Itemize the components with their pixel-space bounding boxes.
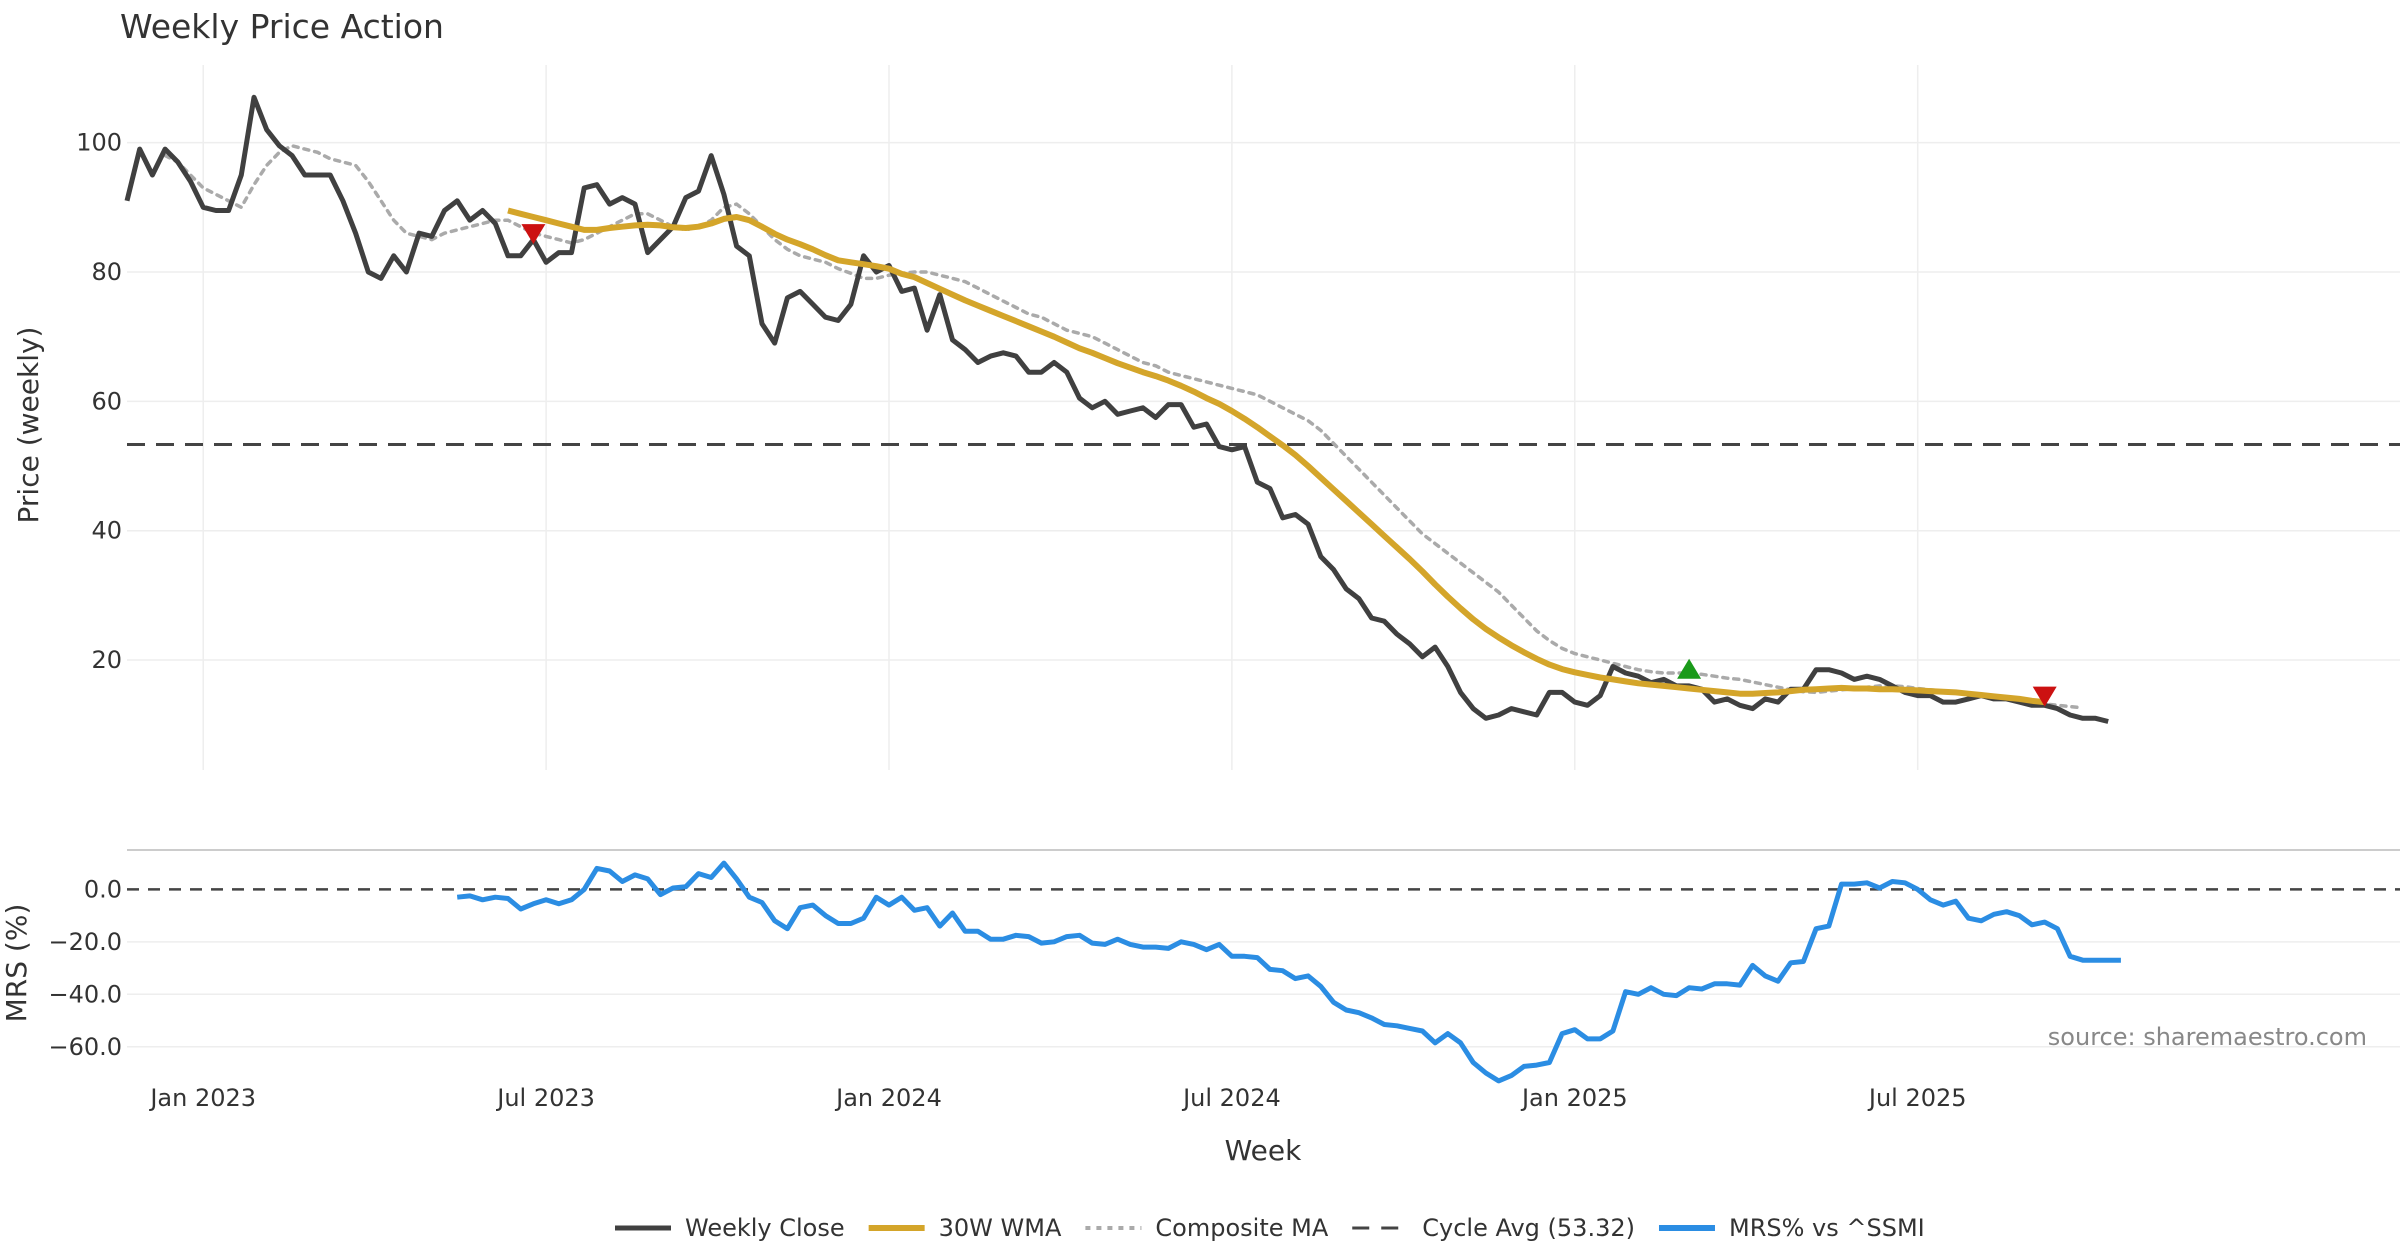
- price-panel: 20 40 60 80 100: [76, 65, 2400, 770]
- wma-30w-line: [507, 207, 2046, 706]
- legend-label-2: Composite MA: [1155, 1214, 1328, 1242]
- price-y-tick-0: 20: [91, 646, 122, 674]
- weekly-close-line: [124, 94, 2109, 724]
- source-credit: source: sharemaestro.com: [2048, 1023, 2367, 1051]
- sell-signal-marker-0: [521, 224, 546, 245]
- x-tick-4: Jan 2025: [1520, 1084, 1628, 1112]
- signal-markers: [521, 224, 2057, 707]
- legend-item-2: Composite MA: [1085, 1214, 1329, 1242]
- legend-item-3: Cycle Avg (53.32): [1352, 1214, 1635, 1242]
- mrs-y-tick-0: 0.0: [84, 875, 122, 903]
- price-y-axis-label: Price (weekly): [12, 327, 45, 524]
- mrs-y-tick-2: −40.0: [48, 980, 122, 1008]
- legend-label-4: MRS% vs ^SSMI: [1729, 1214, 1925, 1242]
- buy-signal-marker-1: [1677, 658, 1702, 679]
- legend-item-0: Weekly Close: [615, 1214, 845, 1242]
- legend: Weekly Close 30W WMA Composite MA Cycle Avg…: [615, 1214, 1925, 1242]
- price-y-ticks: 20 40 60 80 100: [76, 129, 122, 674]
- price-y-tick-3: 80: [91, 258, 122, 286]
- legend-item-4: MRS% vs ^SSMI: [1658, 1214, 1925, 1242]
- x-tick-5: Jul 2025: [1867, 1084, 1967, 1112]
- x-tick-0: Jan 2023: [148, 1084, 256, 1112]
- price-gridlines: [127, 65, 2400, 770]
- mrs-y-tick-1: −20.0: [48, 928, 122, 956]
- legend-label-3: Cycle Avg (53.32): [1422, 1214, 1635, 1242]
- mrs-y-tick-3: −60.0: [48, 1033, 122, 1061]
- mrs-y-ticks: 0.0 −20.0 −40.0 −60.0: [48, 875, 122, 1060]
- price-y-tick-2: 60: [91, 387, 122, 415]
- mrs-gridlines: [127, 941, 2400, 1048]
- legend-label-0: Weekly Close: [685, 1214, 845, 1242]
- x-tick-2: Jan 2024: [834, 1084, 942, 1112]
- mrs-line: [456, 860, 2121, 1084]
- x-axis-ticks: Jan 2023 Jul 2023 Jan 2024 Jul 2024 Jan 2025…: [148, 1084, 1966, 1112]
- price-y-tick-1: 40: [91, 517, 122, 545]
- x-axis-label: Week: [1225, 1134, 1302, 1167]
- chart-title: Weekly Price Action: [120, 7, 444, 46]
- x-tick-1: Jul 2023: [495, 1084, 595, 1112]
- mrs-y-axis-label: MRS (%): [0, 904, 33, 1023]
- legend-item-1: 30W WMA: [868, 1214, 1062, 1242]
- composite-ma-line: [163, 143, 2085, 710]
- mrs-panel: 0.0 −20.0 −40.0 −60.0: [48, 860, 2400, 1084]
- legend-label-1: 30W WMA: [939, 1214, 1062, 1242]
- price-y-tick-4: 100: [76, 129, 122, 157]
- sell-signal-marker-2: [2032, 686, 2057, 707]
- x-tick-3: Jul 2024: [1181, 1084, 1281, 1112]
